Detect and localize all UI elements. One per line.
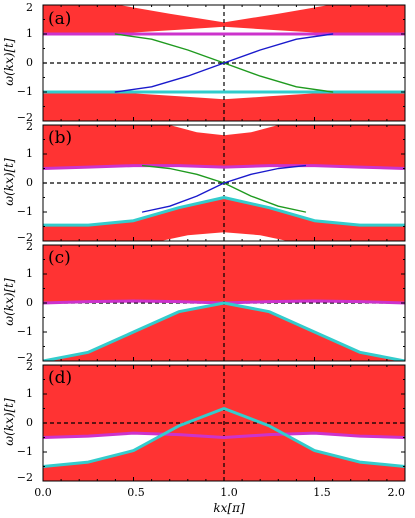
panel-b-label: (b) bbox=[48, 128, 72, 148]
panel-a-plot bbox=[43, 5, 405, 121]
panel-d-xlabel: kx[π] bbox=[213, 501, 245, 515]
panel-d-xtick-label: 0.0 bbox=[34, 486, 52, 499]
panel-d-plot bbox=[43, 365, 405, 481]
panel-d-xtick-label: 2.0 bbox=[388, 486, 406, 499]
panel-b-ytick-label: 0 bbox=[26, 176, 33, 189]
panel-a: (a) ω(kx)[t] 2 1 0 −1 −2 bbox=[2, 1, 406, 124]
panel-d-series-1 bbox=[43, 407, 405, 468]
panel-b-series-0 bbox=[43, 164, 405, 170]
panel-b-gap-1 bbox=[160, 232, 288, 241]
panel-d-ytick-label: 0 bbox=[26, 416, 33, 429]
panel-a-ytick-label: −2 bbox=[17, 111, 33, 124]
panel-d: (d) ω(kx)[t] 2 1 0 −1 −20.0 0.5 1.0 1.5 2.0 kx[π] bbox=[2, 360, 406, 515]
panel-b-series-1 bbox=[43, 196, 405, 227]
panel-b-ytick-label: 1 bbox=[26, 147, 33, 160]
panel-c-ytick-label: 1 bbox=[26, 267, 33, 280]
panel-c-ytick-label: −2 bbox=[17, 351, 33, 364]
panel-a-ytick-label: 1 bbox=[26, 27, 33, 40]
panel-d-xtick-label: 1.5 bbox=[313, 486, 331, 499]
panel-a-ylabel: ω(kx)[t] bbox=[2, 38, 16, 86]
panel-d-ytick-label: 1 bbox=[26, 387, 33, 400]
panel-a-series-3 bbox=[114, 33, 334, 93]
panel-c-label: (c) bbox=[48, 248, 71, 268]
panel-c-ylabel: ω(kx)[t] bbox=[2, 278, 16, 326]
panel-d-xtick-label: 1.0 bbox=[220, 486, 238, 499]
panel-c: (c) ω(kx)[t] 2 1 0 −1 −2 bbox=[2, 240, 406, 364]
panel-c-plot bbox=[43, 245, 405, 361]
panel-b: (b) ω(kx)[t] 2 1 0 −1 −2 bbox=[2, 120, 406, 244]
panel-d-ytick-label: −2 bbox=[17, 471, 33, 484]
panel-a-ytick-label: 0 bbox=[26, 56, 33, 69]
panel-b-ytick-label: −1 bbox=[17, 205, 33, 218]
panel-c-ytick-label: −1 bbox=[17, 325, 33, 338]
panel-a-ytick-label: −1 bbox=[17, 85, 33, 98]
panel-d-ylabel: ω(kx)[t] bbox=[2, 398, 16, 446]
panel-c-series-1 bbox=[43, 301, 405, 361]
panel-b-ylabel: ω(kx)[t] bbox=[2, 158, 16, 206]
panel-b-series-3 bbox=[141, 164, 307, 213]
panel-c-ytick-label: 0 bbox=[26, 296, 33, 309]
panel-d-ytick-label: 2 bbox=[26, 360, 33, 373]
panel-a-ytick-label: 2 bbox=[26, 1, 33, 14]
panel-b-ytick-label: 2 bbox=[26, 120, 33, 133]
panel-a-label: (a) bbox=[48, 9, 71, 29]
panel-b-gap-0 bbox=[169, 125, 279, 136]
panel-d-xtick-label: 0.5 bbox=[127, 486, 145, 499]
panel-b-plot bbox=[43, 125, 405, 241]
panel-c-ytick-label: 2 bbox=[26, 240, 33, 253]
panel-d-ytick-label: −1 bbox=[17, 445, 33, 458]
panel-d-label: (d) bbox=[48, 368, 72, 388]
panel-d-series-0 bbox=[43, 431, 405, 439]
panel-b-ytick-label: −2 bbox=[17, 231, 33, 244]
